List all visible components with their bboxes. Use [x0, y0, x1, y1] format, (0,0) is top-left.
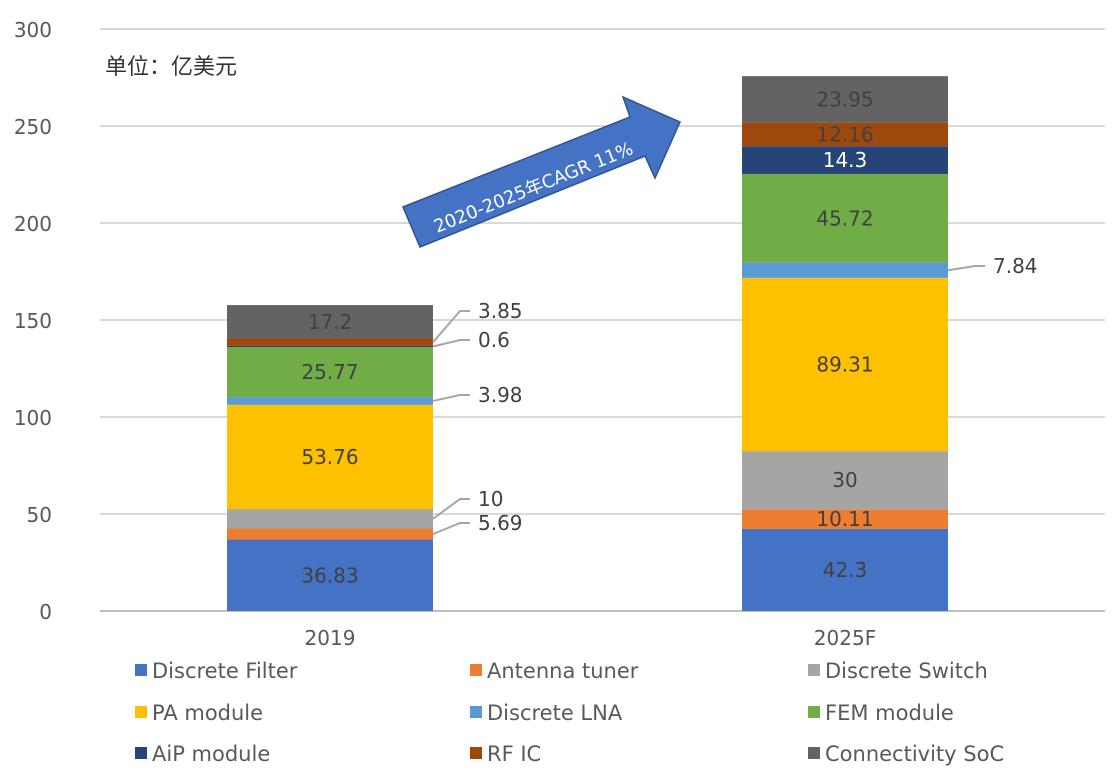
data-label: 10: [478, 487, 503, 511]
bar-segment: [742, 173, 948, 263]
bar-segment: [227, 528, 433, 540]
x-axis: 2019 2025F: [305, 626, 877, 650]
data-label: 53.76: [301, 445, 358, 469]
legend-swatch: [470, 747, 482, 759]
data-label: 17.2: [308, 310, 353, 334]
x-tick-label: 2025F: [814, 626, 876, 650]
leader-line: [432, 522, 470, 535]
y-tick-label: 200: [14, 212, 52, 236]
legend-item: RF IC: [470, 742, 541, 766]
bar-segment: [227, 338, 433, 346]
legend-label: Discrete Switch: [825, 659, 988, 683]
arrow-shape: [402, 95, 681, 248]
data-label: 89.31: [816, 352, 873, 376]
legend-item: Discrete LNA: [470, 701, 623, 725]
data-label: 14.3: [823, 148, 868, 172]
legend-item: FEM module: [808, 701, 954, 725]
legend-swatch: [808, 664, 820, 676]
legend-label: RF IC: [487, 742, 541, 766]
leader-line: [432, 310, 470, 343]
bar-segment: [742, 262, 948, 278]
legend: Discrete Filter Antenna tuner Discrete Swi…: [135, 659, 1004, 766]
legend-item: AiP module: [135, 742, 270, 766]
y-tick-label: 50: [27, 503, 52, 527]
bar-segment: [742, 146, 948, 174]
y-tick-label: 0: [39, 600, 52, 624]
bar-segment: [227, 347, 433, 398]
data-label: 5.69: [478, 511, 523, 535]
legend-swatch: [808, 747, 820, 759]
data-label: 25.77: [301, 360, 358, 384]
legend-label: Discrete Filter: [152, 659, 298, 683]
legend-label: Connectivity SoC: [825, 742, 1004, 766]
y-tick-label: 300: [14, 18, 52, 42]
data-label: 30: [832, 468, 857, 492]
leader-line: [947, 265, 985, 272]
legend-swatch: [135, 664, 147, 676]
legend-item: Discrete Filter: [135, 659, 298, 683]
y-tick-label: 100: [14, 406, 52, 430]
bar-segment: [227, 397, 433, 405]
leader-line: [432, 339, 470, 348]
data-label: 36.83: [301, 563, 358, 587]
x-tick-label: 2019: [305, 626, 356, 650]
cagr-arrow: 2020-2025年CAGR 11%: [402, 95, 681, 248]
bar-segment: [227, 509, 433, 529]
bar-segment: [227, 539, 433, 611]
legend-swatch: [470, 706, 482, 718]
leader-line: [432, 394, 470, 402]
data-label: 3.98: [478, 383, 523, 407]
legend-item: PA module: [135, 701, 263, 725]
y-axis: 0 50 100 150 200 250 300: [14, 18, 52, 624]
bar-segment: [742, 76, 948, 123]
data-label: 0.6: [478, 328, 510, 352]
bar-segment: [742, 122, 948, 147]
legend-swatch: [135, 706, 147, 718]
bar-segment: [742, 277, 948, 452]
legend-item: Connectivity SoC: [808, 742, 1004, 766]
legend-label: FEM module: [825, 701, 954, 725]
legend-label: Discrete LNA: [487, 701, 623, 725]
legend-swatch: [808, 706, 820, 718]
bar-segment: [227, 305, 433, 339]
data-label: 10.11: [816, 507, 873, 531]
leader-line: [432, 498, 470, 520]
y-tick-label: 150: [14, 309, 52, 333]
legend-item: Discrete Switch: [808, 659, 988, 683]
legend-swatch: [135, 747, 147, 759]
data-label: 45.72: [816, 206, 873, 230]
legend-label: PA module: [152, 701, 263, 725]
bar-segment: [227, 404, 433, 510]
bar-segment: [227, 345, 433, 348]
data-label: 42.3: [823, 558, 868, 582]
data-label: 12.16: [816, 122, 873, 146]
legend-label: Antenna tuner: [487, 659, 639, 683]
data-label: 7.84: [993, 254, 1038, 278]
data-label: 3.85: [478, 299, 523, 323]
legend-label: AiP module: [152, 742, 270, 766]
y-tick-label: 250: [14, 115, 52, 139]
legend-swatch: [470, 664, 482, 676]
bar-segment: [742, 509, 948, 529]
legend-item: Antenna tuner: [470, 659, 639, 683]
bar-segment: [742, 451, 948, 510]
unit-note: 单位：亿美元: [105, 55, 237, 80]
data-label: 23.95: [816, 87, 873, 111]
bar-segment: [742, 528, 948, 611]
